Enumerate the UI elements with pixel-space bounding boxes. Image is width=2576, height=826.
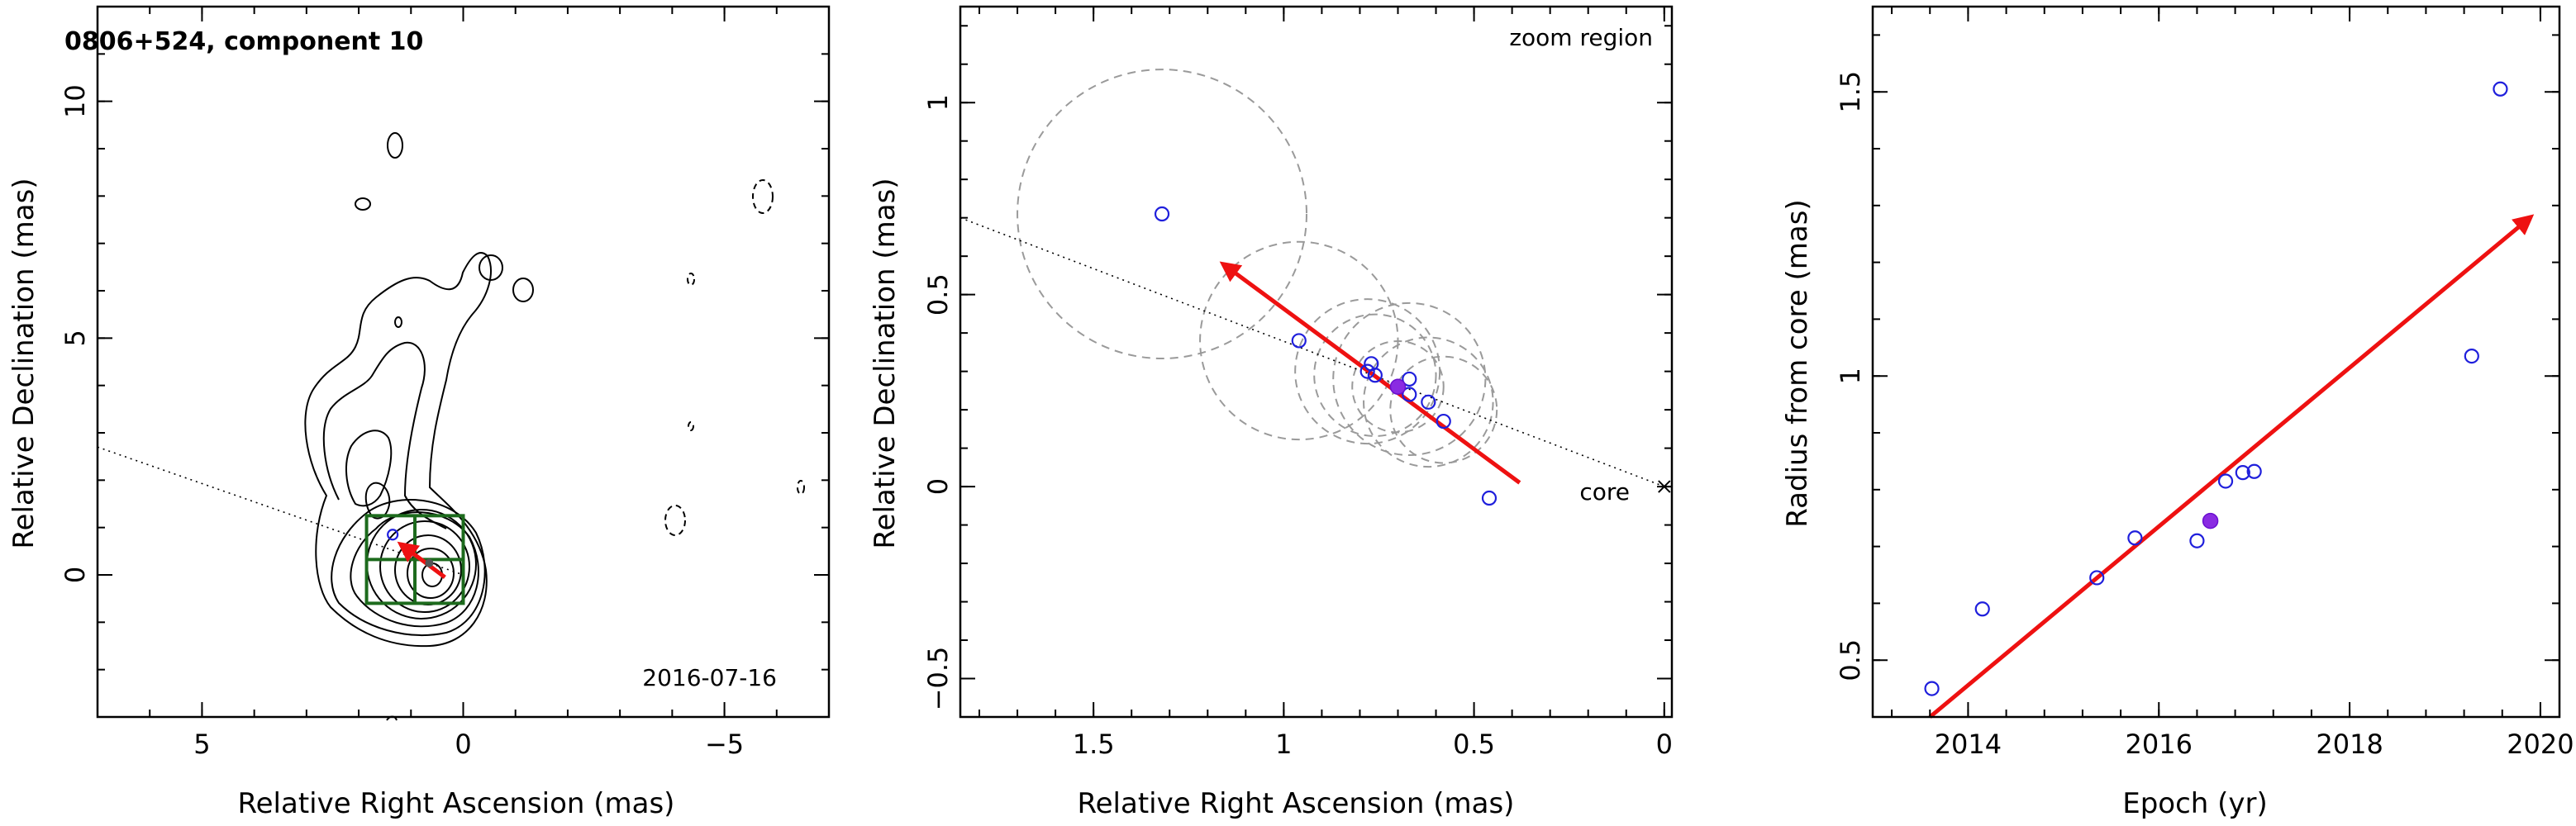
panel2-axes: 1.5 1 0.5 0 −0.5 0 0.5 1: [922, 5, 1674, 760]
data-point: [1402, 371, 1417, 387]
panel2-overlay: [959, 216, 1671, 493]
error-circle: [1363, 336, 1494, 468]
panel2-xlabel: Relative Right Ascension (mas): [1078, 787, 1515, 820]
p3-ytick-label: 1.5: [1835, 71, 1866, 113]
data-point: [1291, 333, 1307, 349]
highlight-point: [2202, 512, 2219, 529]
data-point: [1436, 413, 1451, 430]
highlight-point: [1389, 378, 1407, 395]
p3-frame: [1871, 5, 2561, 719]
panel2-zoom-annotation: zoom region: [1509, 24, 1653, 51]
panel2-core-label: core: [1579, 478, 1630, 506]
panel1-motion-arrow: [397, 541, 446, 579]
p1-ytick-label: 0: [60, 567, 91, 583]
p1-frame: [96, 5, 831, 719]
data-point: [2217, 473, 2234, 489]
panel-contour-map: 5 0 −5 0 5 10: [60, 5, 831, 760]
panel1-xlabel: Relative Right Ascension (mas): [238, 787, 675, 820]
panel1-axes: 5 0 −5 0 5 10: [60, 5, 831, 760]
error-circles: [1017, 69, 1498, 468]
data-point: [2246, 463, 2262, 479]
data-point: [2089, 570, 2105, 586]
error-circle: [1017, 69, 1307, 359]
p1-xtick-label: −5: [705, 729, 744, 760]
panel1-component-marker: [425, 558, 434, 567]
panel3-axes: 2014 2016 2018 2020 0.5 1 1.5: [1835, 5, 2574, 760]
panel3-fit-arrow: [1928, 214, 2535, 719]
panel3-xlabel: Epoch (yr): [2122, 787, 2268, 820]
error-circle: [1294, 298, 1441, 445]
data-point: [2235, 465, 2250, 481]
panel2-position-angle-line: [959, 216, 1665, 487]
panel1-title: 0806+524, component 10: [64, 27, 423, 56]
data-point: [1367, 368, 1383, 383]
panel2-motion-arrow: [1219, 261, 1521, 485]
panel1-point: [387, 529, 399, 541]
p2-xtick-label: 1.5: [1073, 729, 1115, 760]
panel-radius-epoch: 2014 2016 2018 2020 0.5 1 1.5: [1835, 5, 2574, 760]
p2-ytick-label: 0.5: [922, 273, 954, 316]
error-circle: [1351, 339, 1445, 434]
data-point: [2127, 530, 2143, 546]
p3-ytick-label: 1: [1835, 368, 1866, 384]
p2-frame: [959, 5, 1674, 719]
data-point: [1924, 681, 1940, 696]
data-point: [1154, 206, 1170, 222]
p1-ytick-label: 5: [60, 330, 91, 346]
panel3-points: [1924, 81, 2508, 696]
p2-ytick-label: 1: [922, 94, 954, 111]
error-circle: [1389, 355, 1498, 464]
p2-ytick-label: 0: [922, 478, 954, 495]
data-point: [2189, 533, 2205, 548]
data-point: [2464, 349, 2479, 364]
data-point: [1421, 394, 1436, 410]
p2-xtick-label: 0: [1656, 729, 1673, 760]
panel1-overlay: [97, 446, 465, 605]
p2-xtick-label: 1: [1275, 729, 1292, 760]
data-point: [1402, 387, 1417, 402]
data-point: [1974, 601, 1990, 617]
p2-ytick-label: −0.5: [922, 647, 954, 711]
p3-xtick-label: 2018: [2316, 729, 2383, 760]
p2-xtick-label: 0.5: [1453, 729, 1495, 760]
error-circle: [1313, 313, 1437, 437]
p3-xtick-label: 2014: [1935, 729, 2002, 760]
p1-xtick-label: 5: [193, 729, 210, 760]
data-point: [1359, 363, 1375, 379]
data-point: [1481, 490, 1498, 506]
panel3-ylabel: Radius from core (mas): [1781, 199, 1814, 527]
p1-xtick-label: 0: [455, 729, 471, 760]
panel2-points: [1154, 206, 1498, 506]
p1-ytick-label: 10: [60, 84, 91, 118]
panel-zoom-region: 1.5 1 0.5 0 −0.5 0 0.5 1: [922, 5, 1674, 760]
panel1-ylabel: Relative Declination (mas): [7, 178, 40, 548]
p3-ytick-label: 0.5: [1835, 639, 1866, 681]
contour-map: [304, 132, 805, 721]
panel1-position-angle-line: [97, 446, 464, 576]
error-circle: [1332, 301, 1487, 457]
p3-xtick-label: 2016: [2126, 729, 2193, 760]
data-point: [2493, 81, 2508, 97]
p3-xtick-label: 2020: [2507, 729, 2574, 760]
panel3-overlay: [1928, 214, 2535, 719]
panel1-date-annotation: 2016-07-16: [642, 664, 777, 691]
panel2-ylabel: Relative Declination (mas): [869, 178, 902, 548]
